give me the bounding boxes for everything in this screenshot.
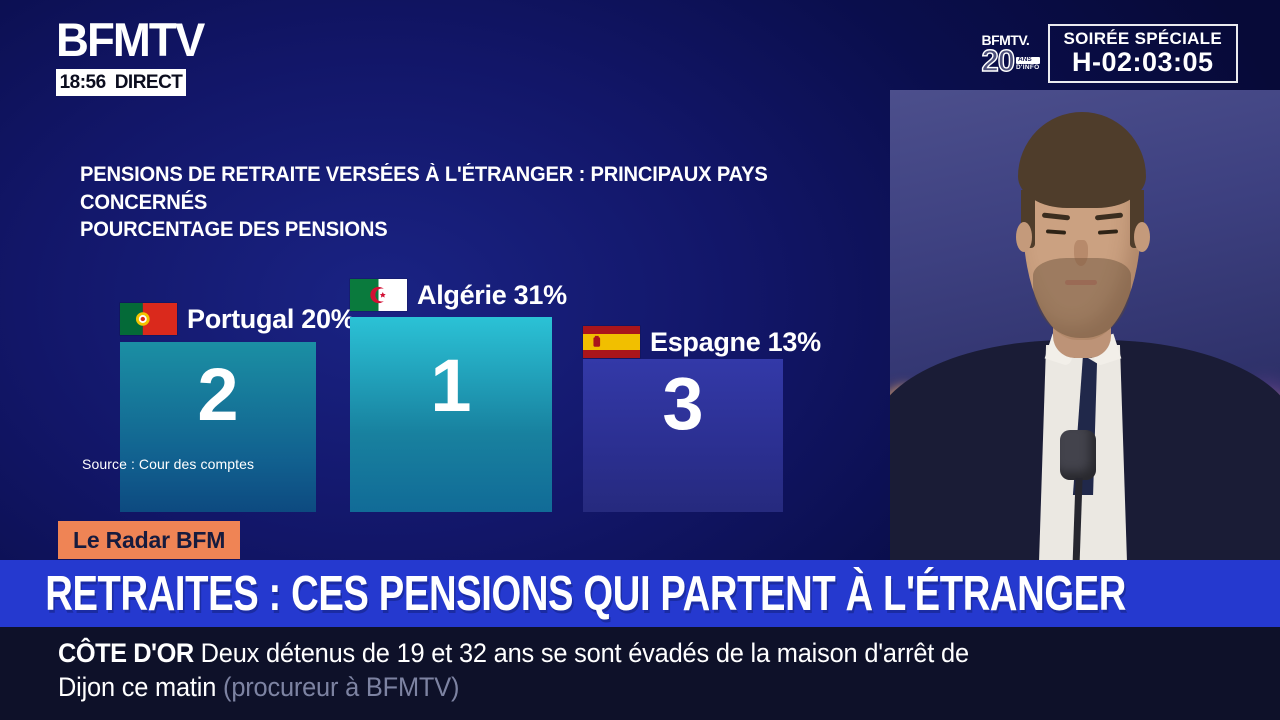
headline-banner: RETRAITES : CES PENSIONS QUI PARTENT À L… [0, 560, 1280, 627]
special-evening-label: SOIRÉE SPÉCIALE [1063, 29, 1222, 48]
special-evening-header: BFMTV. 20 ANS D'INFO SOIRÉE SPÉCIALE H-0… [981, 24, 1238, 83]
time-direct-box: 18:56 DIRECT [56, 69, 186, 96]
headline-text: RETRAITES : CES PENSIONS QUI PARTENT À L… [45, 566, 1126, 621]
rank-espagne: 3 [662, 362, 704, 445]
ticker-location-tag: CÔTE D'OR [58, 638, 194, 668]
guest-ear [1016, 222, 1032, 252]
countdown-box: SOIRÉE SPÉCIALE H-02:03:05 [1047, 24, 1238, 83]
anniv-ans-label: ANS [1015, 57, 1040, 64]
ticker-headline: Deux détenus de 19 et 32 ans se sont éva… [58, 638, 969, 703]
bar-header-espagne: Espagne 13% [583, 326, 821, 358]
guest-ear [1134, 222, 1150, 252]
anniv-20-number: 20 [981, 42, 1016, 78]
algeria-flag-icon [350, 279, 407, 311]
bar-label-algerie: Algérie 31% [417, 279, 567, 310]
chart-title-line1: PENSIONS DE RETRAITE VERSÉES À L'ÉTRANGE… [80, 163, 768, 214]
bfmtv-20-ans-logo: BFMTV. 20 ANS D'INFO [981, 31, 1040, 78]
anniv-brand-label: BFMTV. [981, 31, 1030, 48]
program-badge: Le Radar BFM [58, 521, 241, 559]
bar-espagne: 3 [583, 359, 783, 512]
spain-flag-icon [583, 326, 640, 358]
rank-algerie: 1 [430, 344, 472, 427]
studio-video-feed [890, 90, 1280, 562]
guest-hair [1018, 112, 1146, 208]
bar-label-espagne: Espagne 13% [650, 326, 821, 357]
bar-header-portugal: Portugal 20% [120, 303, 355, 335]
bfmtv-logo: BFMTV [56, 13, 205, 66]
channel-bug: BFMTV 18:56 DIRECT [56, 12, 208, 96]
rank-portugal: 2 [197, 353, 239, 436]
portugal-flag-icon [120, 303, 177, 335]
countdown-timer: H-02:03:05 [1071, 47, 1214, 77]
guest-beard [1033, 258, 1131, 338]
bar-portugal: 2 [120, 342, 316, 512]
clock-time: 18:56 [59, 71, 107, 93]
news-ticker: CÔTE D'OR Deux détenus de 19 et 32 ans s… [0, 627, 1280, 720]
chart-title: PENSIONS DE RETRAITE VERSÉES À L'ÉTRANGE… [80, 161, 867, 244]
chart-title-line2: POURCENTAGE DES PENSIONS [80, 218, 388, 242]
guest-nose [1074, 240, 1088, 266]
ticker-text: CÔTE D'OR Deux détenus de 19 et 32 ans s… [58, 636, 1026, 704]
bar-label-portugal: Portugal 20% [187, 303, 355, 334]
anniv-dinfo-label: D'INFO [1015, 63, 1040, 71]
guest-mouth [1065, 280, 1097, 285]
ticker-attribution: (procureur à BFMTV) [223, 672, 460, 703]
bar-header-algerie: Algérie 31% [350, 279, 567, 311]
direct-label: DIRECT [114, 71, 183, 93]
desk-microphone-icon [1060, 430, 1096, 480]
bar-algerie: 1 [350, 317, 552, 512]
chart-source: Source : Cour des comptes [82, 456, 255, 472]
